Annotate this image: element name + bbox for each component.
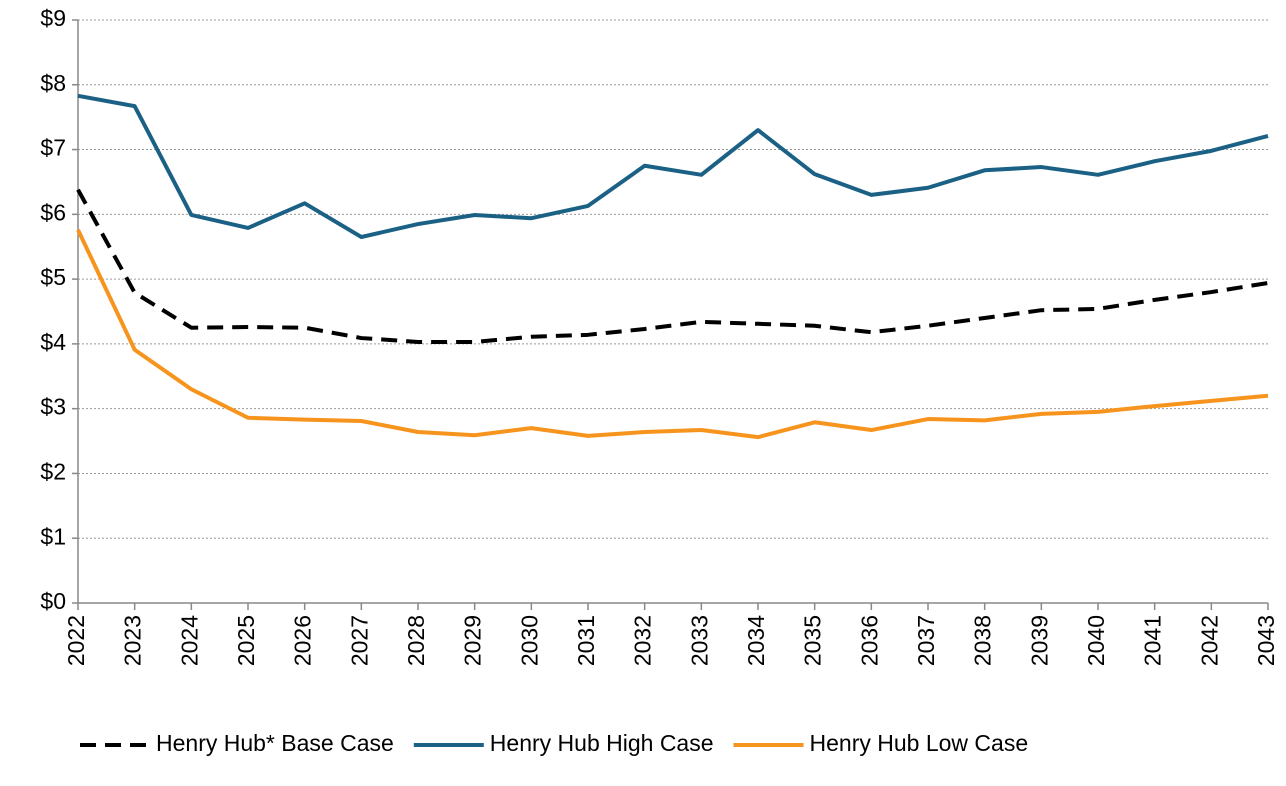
x-tick-label: 2037: [913, 615, 939, 666]
x-tick-label: 2025: [233, 615, 259, 666]
x-tick-label: 2033: [686, 615, 712, 666]
series-line: [77, 93, 1269, 240]
x-tick-label: 2027: [346, 615, 372, 666]
x-tick-label: 2022: [63, 615, 89, 666]
series-line: [76, 188, 1269, 344]
y-tick-label: $8: [40, 70, 66, 96]
y-tick-label: $6: [40, 199, 66, 225]
x-tick-label: 2035: [800, 615, 826, 666]
x-tick-label: 2036: [856, 615, 882, 666]
y-tick-label: $4: [40, 329, 66, 355]
y-tick-label: $3: [40, 394, 66, 420]
x-tick-label: 2039: [1026, 615, 1052, 666]
legend-label: Henry Hub High Case: [490, 730, 714, 756]
y-tick-label: $7: [40, 135, 66, 161]
x-tick-label: 2038: [970, 615, 996, 666]
x-tick-label: 2029: [460, 615, 486, 666]
x-tick-label: 2040: [1083, 615, 1109, 666]
y-tick-label: $9: [40, 5, 66, 31]
legend-label: Henry Hub* Base Case: [156, 730, 394, 756]
y-tick-label: $5: [40, 264, 66, 290]
y-tick-label: $0: [40, 588, 66, 614]
x-tick-label: 2024: [176, 615, 202, 666]
x-tick-label: 2042: [1196, 615, 1222, 666]
x-tick-label: 2028: [403, 615, 429, 666]
y-tick-label: $1: [40, 523, 66, 549]
x-tick-label: 2026: [290, 615, 316, 666]
x-tick-label: 2032: [630, 615, 656, 666]
x-tick-label: 2023: [120, 615, 146, 666]
x-tick-label: 2041: [1140, 615, 1166, 666]
x-tick-label: 2043: [1253, 615, 1279, 666]
series-line: [76, 229, 1269, 440]
y-tick-label: $2: [40, 459, 66, 485]
legend-label: Henry Hub Low Case: [810, 730, 1029, 756]
x-tick-label: 2034: [743, 615, 769, 666]
x-tick-label: 2031: [573, 615, 599, 666]
x-tick-label: 2030: [516, 615, 542, 666]
